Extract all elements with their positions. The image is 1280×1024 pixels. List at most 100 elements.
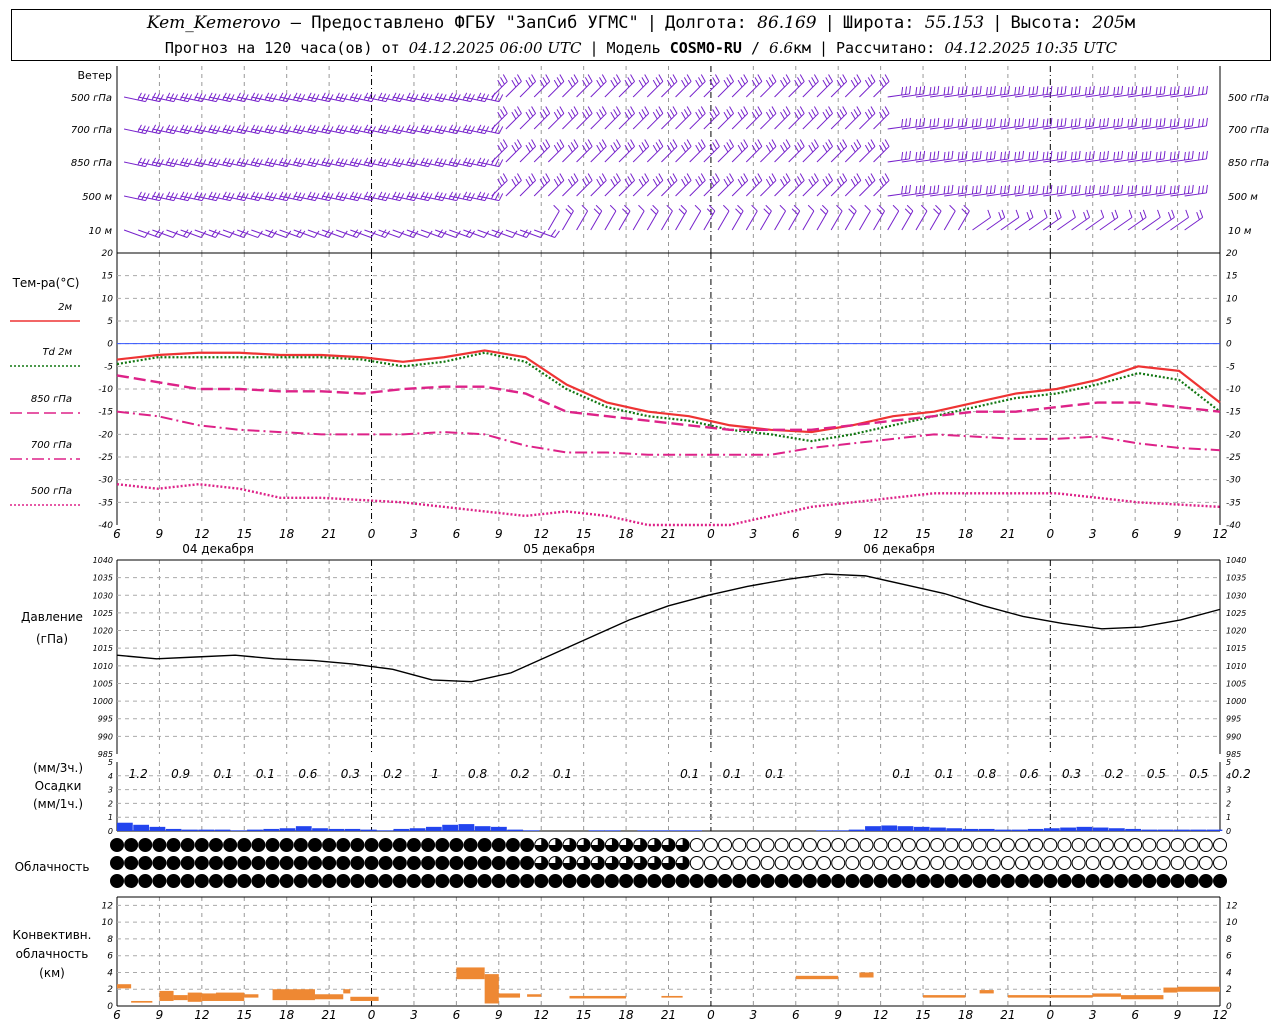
press-ytick-right: 1035 <box>1226 574 1246 583</box>
cloud-symbol <box>647 874 662 888</box>
alt-unit: м <box>1124 13 1136 33</box>
wind-barb-feather <box>512 230 518 238</box>
cloud-symbol <box>1114 856 1129 870</box>
wind-barb-feather <box>870 173 876 181</box>
cloud-circle <box>930 856 945 870</box>
wind-barb <box>774 204 786 231</box>
wind-barb <box>1014 150 1039 163</box>
wind-barb-feather <box>961 208 968 215</box>
wind-barb <box>237 157 263 168</box>
wind-barb <box>944 184 968 197</box>
wind-barb-shaft <box>1099 216 1119 231</box>
wind-barb-feather <box>695 79 701 88</box>
wind-barb-feather <box>420 92 425 101</box>
precip-bar <box>637 830 654 831</box>
wind-barb-feather <box>399 193 405 201</box>
wind-barb-feather <box>565 208 572 215</box>
cloud-circle <box>449 856 464 870</box>
cloud-symbol <box>110 874 124 888</box>
wind-barb-feather <box>1135 150 1138 159</box>
wind-barb <box>449 124 475 135</box>
wind-barb-feather <box>650 208 657 215</box>
cloud-symbol <box>760 838 775 852</box>
wind-barb-feather <box>908 117 911 126</box>
wind-barb <box>1113 209 1133 231</box>
x-tick-label-bottom: 9 <box>495 1008 503 1022</box>
wind-barb-feather <box>965 150 968 159</box>
precip-bar <box>377 830 393 831</box>
wind-barb-feather <box>438 125 443 133</box>
cloud-symbol <box>746 874 761 888</box>
wind-barb-feather <box>599 109 604 117</box>
conv-bar <box>187 992 202 1002</box>
cloud-symbol <box>166 874 181 888</box>
cloud-symbol <box>406 856 421 870</box>
wind-barb-feather <box>979 85 982 94</box>
wind-barb-feather <box>385 126 391 134</box>
wind-barb-feather <box>712 109 718 117</box>
wind-barb-feather <box>1046 118 1049 127</box>
x-tick-label-bottom: 18 <box>279 1008 295 1022</box>
cloud-symbol <box>124 856 139 870</box>
wind-barb-feather <box>371 126 376 134</box>
wind-barb <box>152 229 179 238</box>
wind-barb-feather <box>839 109 845 117</box>
wind-barb-feather <box>933 151 936 160</box>
wind-barb-feather <box>638 79 644 88</box>
wind-barb-feather <box>573 74 579 82</box>
wind-barb-feather <box>658 106 664 114</box>
wind-barb-feather <box>1117 86 1120 95</box>
cloud-circle <box>1071 874 1086 888</box>
cloud-circle <box>661 874 676 888</box>
wind-barb <box>533 74 551 98</box>
wind-barb-shaft <box>774 210 786 231</box>
wind-barb <box>887 85 911 98</box>
wind-barb-shaft <box>237 229 259 238</box>
wind-barb-feather <box>158 230 164 238</box>
wind-barb-feather <box>797 176 802 184</box>
cloud-symbol <box>1071 856 1086 870</box>
wind-barb-shaft <box>957 210 970 231</box>
temp-series-line <box>116 410 1221 456</box>
wind-barb <box>604 74 621 98</box>
wind-barb-feather <box>743 106 749 114</box>
precip-3h-total: 0.3 <box>1062 767 1081 781</box>
wind-barb-feather <box>853 142 859 150</box>
wind-barb-feather <box>452 192 457 200</box>
x-tick-label: 18 <box>958 527 974 541</box>
cloud-circle <box>1057 838 1072 852</box>
wind-barb-feather <box>559 106 565 114</box>
wind-barb-feather <box>1135 85 1138 94</box>
conv-ytick-right: 10 <box>1226 918 1238 928</box>
wind-barb <box>279 92 306 103</box>
wind-barb <box>364 191 391 202</box>
cloud-circle <box>873 838 888 852</box>
wind-barb <box>929 204 942 231</box>
cloud-symbol <box>774 838 789 852</box>
wind-barb-feather <box>797 142 802 150</box>
cloud-symbol <box>548 874 563 888</box>
wind-barb-feather <box>186 230 193 238</box>
wind-barb-feather <box>1155 87 1158 96</box>
wind-barb-feather <box>307 124 312 133</box>
wind-barb-feather <box>794 79 800 88</box>
wind-barb <box>152 191 178 202</box>
wind-barb-feather <box>1177 85 1180 94</box>
wind-barb-feather <box>1050 117 1053 126</box>
wind-barb-feather <box>933 118 936 127</box>
temp-ytick-right: -5 <box>1226 362 1235 372</box>
wind-barb-feather <box>282 158 288 166</box>
conv-bar <box>159 990 174 1001</box>
wind-barb-feather <box>1183 87 1186 96</box>
cloud-circle <box>1184 838 1199 852</box>
precip-bar <box>669 830 686 831</box>
wind-barb <box>930 150 954 163</box>
wind-barb-feather <box>353 125 358 133</box>
wind-barb-feather <box>892 204 900 212</box>
wind-barb-feather <box>500 142 505 150</box>
wind-barb-feather <box>765 111 771 120</box>
wind-barb <box>392 191 419 202</box>
wind-barb <box>604 106 621 130</box>
x-tick-label: 6 <box>113 527 121 541</box>
cloud-circle <box>491 874 506 888</box>
